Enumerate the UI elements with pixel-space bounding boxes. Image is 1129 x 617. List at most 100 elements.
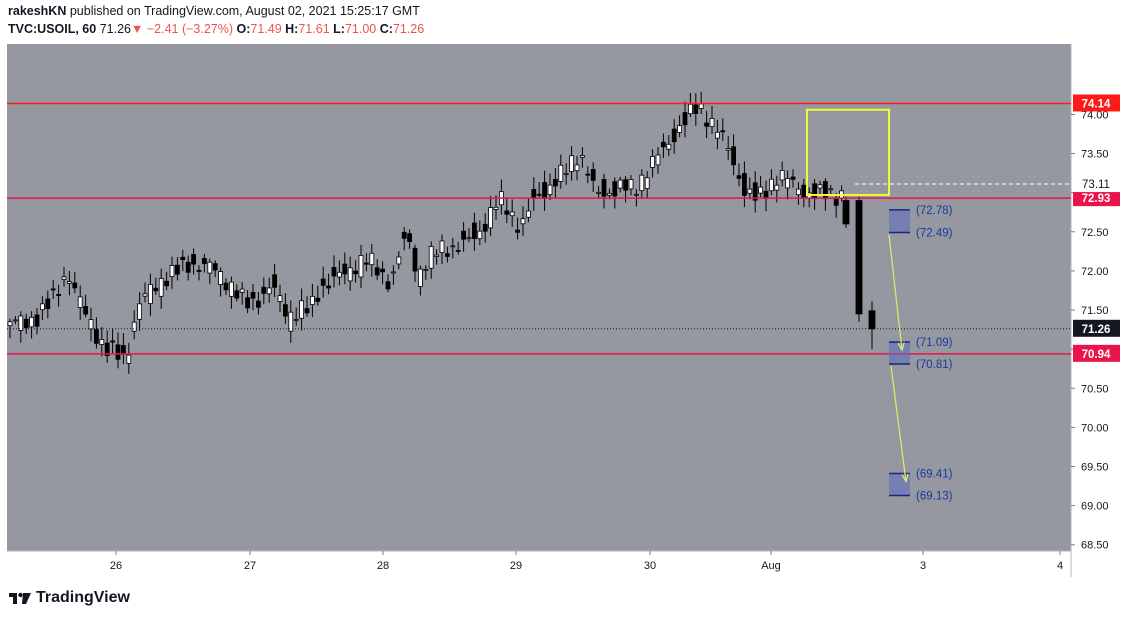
arrowhead [897,342,905,352]
candle-body [29,316,35,328]
author-name[interactable]: rakeshKN [8,4,67,18]
candle-body [12,319,18,322]
candle-body [423,269,429,271]
candle-body [558,164,564,182]
candle-body [282,304,288,317]
candles-group [7,91,876,374]
candle-body [147,284,153,304]
candle-body [709,118,715,128]
candle-body [83,306,88,315]
candle-body [482,223,488,232]
candle-body [185,261,191,273]
y-tick-label: 74.00 [1081,109,1109,121]
candle-body [164,280,170,287]
high-value: 71.61 [298,22,330,36]
candle-body [812,183,817,199]
candle-body [450,245,456,248]
candle-body [536,193,542,196]
level-price-tag [1073,94,1120,112]
candle-body [563,172,569,175]
candle-body [779,169,785,181]
candle-body [731,146,736,166]
last-price-label: 71.26 [1082,324,1111,336]
candle-body [191,254,197,265]
target-zone [889,342,910,365]
candle-body [207,261,213,274]
candle-body [758,186,763,194]
candle-body [61,276,67,280]
open-value: 71.49 [250,22,282,36]
plot-area [7,44,1071,551]
candle-body [553,178,558,187]
down-arrow-icon: ▼ [130,22,144,36]
candle-body [590,169,596,181]
candle-body [50,288,56,291]
candle-body [266,287,272,295]
price-chart[interactable]: 74.0073.5073.0072.5072.0071.5071.0070.50… [0,0,1129,580]
low-value: 71.00 [344,22,377,36]
candle-body [218,271,224,285]
candle-body [823,181,828,200]
candle-body [444,253,450,257]
candle-body [542,182,547,199]
candle-body [585,173,591,176]
candle-body [488,207,494,229]
candle-body [455,250,461,252]
candle-body [358,254,364,278]
x-tick-label: 27 [244,560,256,572]
candle-body [142,293,148,297]
y-tick-label: 70.00 [1081,422,1109,434]
x-tick-label: 30 [644,560,656,572]
candle-body [390,271,396,274]
candle-body [315,297,321,302]
candle-body [320,278,326,286]
target-bottom-label: (72.49) [916,228,953,240]
candle-body [504,210,510,215]
candle-body [72,282,78,289]
candle-body [353,270,359,275]
candle-body [245,297,251,309]
tradingview-logo[interactable]: TradingView [8,589,130,607]
candle-body [796,188,801,196]
close-value: 71.26 [392,22,425,36]
y-tick-label: 73.50 [1081,149,1109,161]
candle-body [666,143,672,150]
candle-body [677,125,682,133]
x-tick-label: 26 [110,560,122,572]
candle-body [526,210,531,218]
candle-body [855,200,863,315]
low-label: L: [333,22,345,36]
level-price-label: 70.94 [1082,349,1111,361]
candle-body [169,265,175,278]
candle-body [153,287,159,292]
candle-body [412,247,418,272]
candle-body [331,267,337,277]
candle-body [67,281,72,284]
candle-body [801,184,807,198]
candle-body [417,268,423,287]
target-bottom-label: (70.81) [916,359,953,371]
candle-body [634,193,639,196]
candle-body [380,268,386,273]
candle-body [363,262,369,265]
candle-body [785,178,790,189]
candle-body [868,310,876,330]
candle-body [747,188,753,194]
candle-body [104,342,110,356]
candle-body [769,178,774,192]
candle-body [180,256,186,260]
level-price-label: 72.93 [1082,193,1111,205]
target-top-label: (69.41) [916,469,953,481]
candle-body [374,267,380,276]
dashed-price-tag [1073,175,1120,193]
candle-body [401,231,407,239]
candle-body [601,179,607,197]
target-top-label: (72.78) [916,205,953,217]
candle-body [131,321,137,332]
x-tick-label: 28 [377,560,389,572]
candle-body [477,230,483,240]
close-label: C: [379,22,393,36]
candle-body [655,154,661,166]
candle-body [288,311,294,332]
candle-body [520,218,526,225]
